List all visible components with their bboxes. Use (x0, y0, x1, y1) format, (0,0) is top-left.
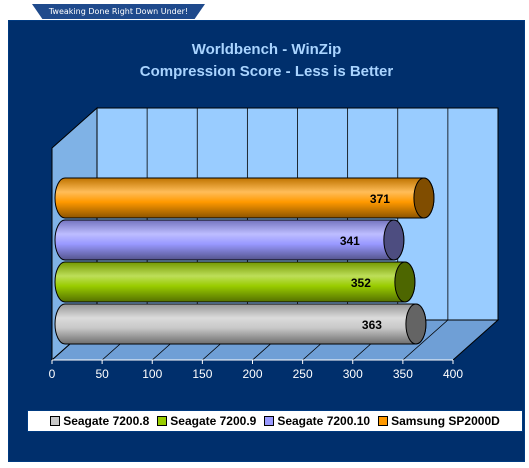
bar-end-cap (394, 261, 416, 303)
chart-subtitle: Compression Score - Less is Better (139, 63, 394, 80)
x-tick-label: 350 (393, 367, 413, 381)
bar-end-cap (383, 219, 405, 261)
bar-end-cap (405, 303, 427, 345)
x-tick-label: 0 (49, 367, 56, 381)
legend-item: Seagate 7200.10 (264, 414, 370, 428)
legend-label: Seagate 7200.8 (63, 414, 150, 428)
legend-label: Seagate 7200.10 (277, 414, 371, 428)
site-banner: Tweaking Done Right Down Under! (32, 4, 205, 19)
chart-panel: Worldbench - WinZip Compression Score - … (8, 20, 525, 462)
data-label: 341 (340, 234, 360, 248)
legend-swatch (264, 416, 275, 426)
legend-item: Samsung SP2000D (378, 414, 500, 428)
legend-label: Seagate 7200.9 (170, 414, 257, 428)
legend-swatch (50, 416, 61, 426)
x-tick-label: 400 (443, 367, 463, 381)
gridline (402, 319, 449, 361)
x-tick-label: 300 (343, 367, 363, 381)
chart-legend: Seagate 7200.8 Seagate 7200.9 Seagate 7200… (27, 410, 523, 432)
bar-chart: 0 50 100 150 200 250 300 350 400 371 341 352 363 (49, 106, 500, 381)
data-label: 363 (362, 318, 382, 332)
data-label: 352 (351, 276, 371, 290)
legend-label: Samsung SP2000D (391, 414, 500, 428)
legend-item: Seagate 7200.9 (157, 414, 256, 428)
x-tick-label: 50 (95, 367, 109, 381)
x-tick-label: 200 (242, 367, 262, 381)
bar-end-cap (413, 177, 435, 219)
legend-item: Seagate 7200.8 (50, 414, 149, 428)
x-tick-label: 150 (192, 367, 212, 381)
legend-swatch (378, 416, 389, 426)
data-label: 371 (370, 192, 390, 206)
legend-swatch (157, 416, 168, 426)
chart-title: Worldbench - WinZip (191, 41, 342, 58)
x-tick-label: 100 (142, 367, 162, 381)
x-tick-label: 250 (293, 367, 313, 381)
